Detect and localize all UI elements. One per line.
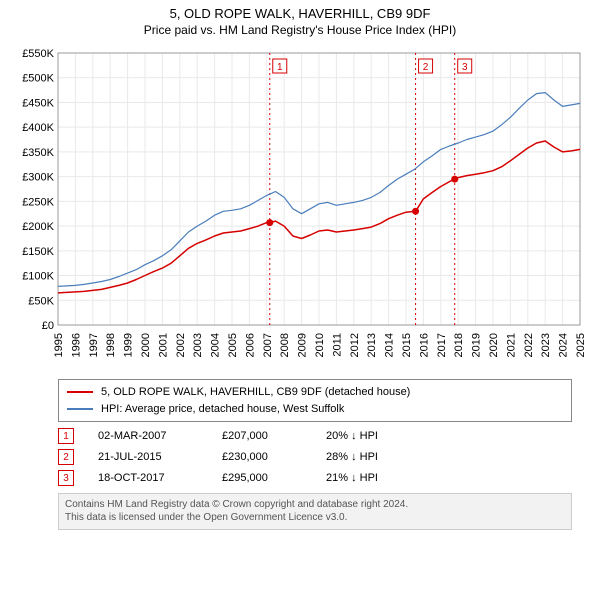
- legend-swatch: [67, 391, 93, 393]
- legend: 5, OLD ROPE WALK, HAVERHILL, CB9 9DF (de…: [58, 379, 572, 422]
- svg-text:£100K: £100K: [22, 271, 54, 283]
- svg-text:2015: 2015: [401, 333, 413, 357]
- svg-text:2023: 2023: [540, 333, 552, 357]
- svg-text:£500K: £500K: [22, 73, 54, 85]
- sale-marker: 2: [58, 449, 74, 465]
- svg-text:£350K: £350K: [22, 147, 54, 159]
- svg-text:£0: £0: [42, 320, 54, 332]
- svg-text:2005: 2005: [227, 333, 239, 357]
- svg-text:£200K: £200K: [22, 221, 54, 233]
- svg-text:1997: 1997: [88, 333, 100, 357]
- svg-text:2008: 2008: [279, 333, 291, 357]
- attribution: Contains HM Land Registry data © Crown c…: [58, 493, 572, 530]
- chart-area: £0 £50K £100K £150K £200K £250K £300K £350K £400…: [8, 43, 592, 373]
- svg-text:2019: 2019: [471, 333, 483, 357]
- sale-delta: 21% ↓ HPI: [326, 468, 416, 489]
- legend-label: HPI: Average price, detached house, West…: [101, 401, 344, 418]
- svg-text:2006: 2006: [244, 333, 256, 357]
- sale-marker: 3: [58, 470, 74, 486]
- legend-item: HPI: Average price, detached house, West…: [67, 401, 563, 418]
- sale-date: 21-JUL-2015: [98, 447, 198, 468]
- svg-text:£450K: £450K: [22, 97, 54, 109]
- table-row: 1 02-MAR-2007 £207,000 20% ↓ HPI: [58, 426, 572, 447]
- svg-text:2012: 2012: [349, 333, 361, 357]
- attribution-line: This data is licensed under the Open Gov…: [65, 511, 565, 525]
- svg-text:2018: 2018: [453, 333, 465, 357]
- svg-text:2016: 2016: [418, 333, 430, 357]
- table-row: 3 18-OCT-2017 £295,000 21% ↓ HPI: [58, 468, 572, 489]
- legend-swatch: [67, 408, 93, 410]
- line-chart: £0 £50K £100K £150K £200K £250K £300K £350K £400…: [8, 43, 592, 373]
- svg-text:£400K: £400K: [22, 122, 54, 134]
- svg-text:2004: 2004: [210, 333, 222, 357]
- sale-date: 18-OCT-2017: [98, 468, 198, 489]
- sale-price: £230,000: [222, 447, 302, 468]
- sale-date: 02-MAR-2007: [98, 426, 198, 447]
- svg-text:1998: 1998: [105, 333, 117, 357]
- svg-text:2020: 2020: [488, 333, 500, 357]
- svg-text:£300K: £300K: [22, 172, 54, 184]
- svg-text:£250K: £250K: [22, 196, 54, 208]
- sale-price: £207,000: [222, 426, 302, 447]
- svg-text:2024: 2024: [558, 333, 570, 357]
- svg-text:2003: 2003: [192, 333, 204, 357]
- svg-text:2011: 2011: [331, 333, 343, 357]
- svg-text:2007: 2007: [262, 333, 274, 357]
- svg-text:1999: 1999: [123, 333, 135, 357]
- svg-text:2010: 2010: [314, 333, 326, 357]
- svg-text:2017: 2017: [436, 333, 448, 357]
- svg-text:2025: 2025: [575, 333, 587, 357]
- legend-label: 5, OLD ROPE WALK, HAVERHILL, CB9 9DF (de…: [101, 384, 410, 401]
- svg-text:2014: 2014: [384, 333, 396, 357]
- sale-marker: 1: [58, 428, 74, 444]
- svg-text:£150K: £150K: [22, 246, 54, 258]
- svg-text:£50K: £50K: [28, 295, 54, 307]
- chart-title: 5, OLD ROPE WALK, HAVERHILL, CB9 9DF: [8, 6, 592, 21]
- svg-text:2013: 2013: [366, 333, 378, 357]
- sale-price: £295,000: [222, 468, 302, 489]
- svg-text:2: 2: [423, 62, 429, 73]
- svg-text:1996: 1996: [70, 333, 82, 357]
- sale-delta: 20% ↓ HPI: [326, 426, 416, 447]
- chart-subtitle: Price paid vs. HM Land Registry's House …: [8, 23, 592, 37]
- svg-text:1995: 1995: [53, 333, 65, 357]
- svg-text:2000: 2000: [140, 333, 152, 357]
- sale-delta: 28% ↓ HPI: [326, 447, 416, 468]
- svg-text:2009: 2009: [297, 333, 309, 357]
- table-row: 2 21-JUL-2015 £230,000 28% ↓ HPI: [58, 447, 572, 468]
- svg-text:1: 1: [277, 62, 283, 73]
- svg-text:2022: 2022: [523, 333, 535, 357]
- sales-table: 1 02-MAR-2007 £207,000 20% ↓ HPI 2 21-JUL-201…: [58, 426, 572, 489]
- svg-text:3: 3: [462, 62, 468, 73]
- svg-text:2002: 2002: [175, 333, 187, 357]
- attribution-line: Contains HM Land Registry data © Crown c…: [65, 498, 565, 512]
- svg-text:2001: 2001: [157, 333, 169, 357]
- svg-text:2021: 2021: [505, 333, 517, 357]
- legend-item: 5, OLD ROPE WALK, HAVERHILL, CB9 9DF (de…: [67, 384, 563, 401]
- svg-text:£550K: £550K: [22, 48, 54, 60]
